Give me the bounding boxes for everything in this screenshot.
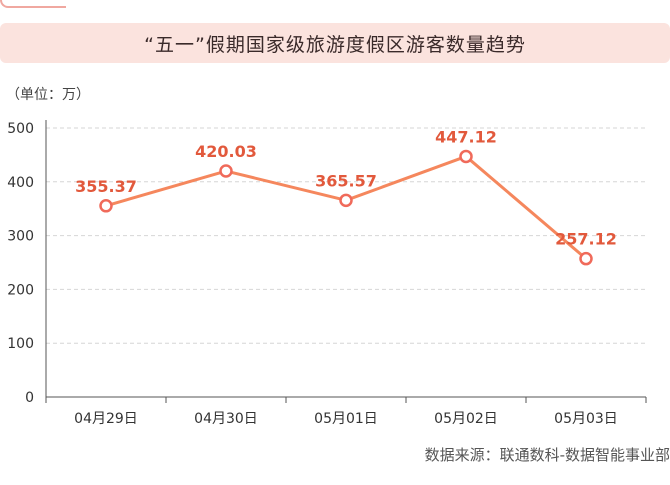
- unit-label: （单位：万）: [6, 87, 90, 103]
- y-tick-label: 0: [25, 390, 34, 406]
- y-tick-label: 300: [7, 229, 34, 245]
- data-point-marker: [339, 193, 353, 208]
- y-tick-label: 200: [7, 282, 34, 298]
- data-label: 355.37: [75, 177, 137, 196]
- y-tick-label: 500: [7, 121, 34, 137]
- data-point-marker: [99, 199, 113, 213]
- data-point-marker: [459, 149, 473, 164]
- data-point-marker: [579, 251, 593, 266]
- y-tick-label: 400: [7, 175, 34, 191]
- x-tick-label: 05月03日: [554, 411, 618, 427]
- title-bar: “五一”假期国家级旅游度假区游客数量趋势: [0, 23, 670, 63]
- x-tick-label: 04月30日: [194, 411, 258, 427]
- data-label: 365.57: [315, 171, 377, 190]
- chart-title: “五一”假期国家级旅游度假区游客数量趋势: [144, 33, 526, 56]
- x-tick-label: 05月01日: [314, 411, 378, 427]
- top-accent-decoration: [0, 0, 66, 8]
- y-tick-label: 100: [7, 336, 34, 352]
- x-tick-label: 04月29日: [74, 411, 138, 427]
- source-note: 数据来源：联通数科-数据智能事业部: [424, 446, 670, 464]
- data-label: 420.03: [195, 142, 257, 161]
- data-label: 257.12: [555, 230, 617, 249]
- x-tick-label: 05月02日: [434, 411, 498, 427]
- data-label: 447.12: [435, 127, 497, 146]
- chart-svg: 0 100 200 300 400 500 04月29日 04月30日 05月01日 05月02日…: [7, 120, 647, 427]
- data-point-marker: [219, 164, 233, 178]
